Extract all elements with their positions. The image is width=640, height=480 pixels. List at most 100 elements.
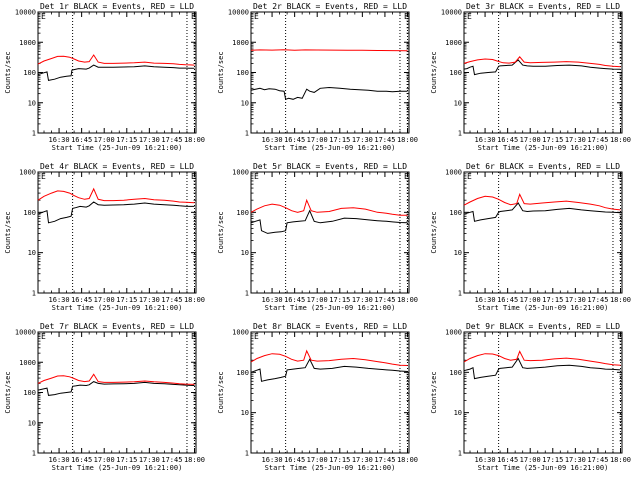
- x-tick-label: 16:45: [497, 296, 518, 304]
- x-tick-label: 16:45: [284, 136, 305, 144]
- x-tick-label: 18:00: [184, 456, 205, 464]
- x-tick-label: 17:45: [374, 136, 395, 144]
- x-tick-label: 17:30: [139, 136, 160, 144]
- x-axis-label: Start Time (25-Jun-09 16:21:00): [478, 464, 609, 472]
- panel-title: Det 2r BLACK = Events, RED = LLD: [253, 2, 407, 11]
- x-tick-label: 16:30: [475, 296, 496, 304]
- detector-panel-9: Det 9r BLACK = Events, RED = LLD 1 10 100 10…: [426, 320, 639, 480]
- panel-chart: Det 5r BLACK = Events, RED = LLD 1 10 100 10…: [217, 162, 418, 312]
- events-series-line: [463, 202, 621, 222]
- y-tick-label: 100: [236, 69, 249, 77]
- y-tick-label: 1: [32, 130, 36, 138]
- x-axis-label: Start Time (25-Jun-09 16:21:00): [52, 464, 183, 472]
- panel-title: Det 3r BLACK = Events, RED = LLD: [466, 2, 620, 11]
- x-axis-label: Start Time (25-Jun-09 16:21:00): [52, 304, 183, 312]
- events-series-line: [250, 358, 408, 382]
- y-tick-label: 1000: [445, 39, 462, 47]
- y-tick-label: 10: [241, 409, 249, 417]
- x-tick-label: 17:30: [565, 136, 586, 144]
- y-axis-label: Counts/sec: [217, 211, 225, 253]
- x-axis-label: Start Time (25-Jun-09 16:21:00): [52, 144, 183, 152]
- lld-series-line: [37, 373, 195, 385]
- y-tick-label: 100: [236, 209, 249, 217]
- x-axis-label: Start Time (25-Jun-09 16:21:00): [265, 304, 396, 312]
- y-tick-label: 100: [23, 209, 36, 217]
- y-tick-label: 10: [241, 249, 249, 257]
- panel-chart: Det 8r BLACK = Events, RED = LLD 1 10 100 10…: [217, 322, 418, 472]
- x-tick-label: 17:00: [520, 296, 541, 304]
- panel-title: Det 1r BLACK = Events, RED = LLD: [40, 2, 194, 11]
- x-tick-label: 17:45: [161, 456, 182, 464]
- y-tick-label: 100: [236, 369, 249, 377]
- x-tick-label: 16:30: [475, 136, 496, 144]
- panel-chart: Det 6r BLACK = Events, RED = LLD 1 10 100 10…: [430, 162, 631, 312]
- events-series-line: [463, 59, 621, 76]
- y-tick-label: 1000: [232, 39, 249, 47]
- x-tick-label: 17:30: [352, 136, 373, 144]
- x-tick-label: 17:00: [520, 136, 541, 144]
- y-tick-label: 10: [454, 409, 462, 417]
- x-tick-label: 17:15: [116, 136, 137, 144]
- x-tick-label: 16:45: [71, 456, 92, 464]
- y-axis-label: Counts/sec: [430, 211, 438, 253]
- x-tick-label: 17:45: [374, 456, 395, 464]
- plot-frame: [250, 331, 410, 454]
- y-tick-label: 10: [454, 99, 462, 107]
- panel-chart: Det 9r BLACK = Events, RED = LLD 1 10 100 10…: [430, 322, 631, 472]
- y-axis-label: Counts/sec: [430, 371, 438, 413]
- x-tick-label: 16:30: [49, 136, 70, 144]
- x-tick-label: 17:15: [542, 136, 563, 144]
- x-tick-label: 17:30: [352, 296, 373, 304]
- marker-e-label: E: [41, 172, 46, 181]
- events-series-line: [37, 201, 195, 224]
- detector-panel-6: Det 6r BLACK = Events, RED = LLD 1 10 100 10…: [426, 160, 639, 320]
- panel-title: Det 7r BLACK = Events, RED = LLD: [40, 322, 194, 331]
- y-axis-label: Counts/sec: [430, 51, 438, 93]
- x-tick-label: 17:30: [139, 296, 160, 304]
- panel-title: Det 5r BLACK = Events, RED = LLD: [253, 162, 407, 171]
- x-tick-label: 18:00: [610, 296, 631, 304]
- y-tick-label: 1: [245, 450, 249, 458]
- x-tick-label: 17:15: [329, 456, 350, 464]
- y-tick-label: 1: [458, 130, 462, 138]
- events-series-line: [37, 381, 195, 396]
- y-tick-label: 10000: [15, 329, 36, 337]
- x-tick-label: 17:00: [307, 136, 328, 144]
- x-tick-label: 16:45: [71, 136, 92, 144]
- detector-panel-5: Det 5r BLACK = Events, RED = LLD 1 10 100 10…: [213, 160, 426, 320]
- panel-title: Det 6r BLACK = Events, RED = LLD: [466, 162, 620, 171]
- y-tick-label: 100: [23, 389, 36, 397]
- y-tick-label: 10000: [15, 9, 36, 17]
- x-tick-label: 16:45: [497, 456, 518, 464]
- marker-e-label: E: [404, 172, 409, 181]
- detector-panel-7: Det 7r BLACK = Events, RED = LLD 1 10 100 10…: [0, 320, 213, 480]
- x-tick-label: 18:00: [610, 136, 631, 144]
- panel-chart: Det 4r BLACK = Events, RED = LLD 1 10 100 10…: [4, 162, 205, 312]
- marker-e-label: E: [467, 172, 472, 181]
- x-tick-label: 18:00: [184, 296, 205, 304]
- y-tick-label: 1000: [19, 359, 36, 367]
- marker-e-label: E: [191, 12, 196, 21]
- x-tick-label: 17:00: [307, 456, 328, 464]
- marker-e-label: E: [617, 332, 622, 341]
- marker-e-label: E: [191, 172, 196, 181]
- x-tick-label: 17:45: [374, 296, 395, 304]
- x-tick-label: 17:15: [329, 136, 350, 144]
- x-tick-label: 17:00: [307, 296, 328, 304]
- x-tick-label: 17:15: [542, 296, 563, 304]
- y-axis-label: Counts/sec: [217, 371, 225, 413]
- y-tick-label: 10: [28, 99, 36, 107]
- panel-chart: Det 7r BLACK = Events, RED = LLD 1 10 100 10…: [4, 322, 205, 472]
- lld-series-line: [250, 198, 408, 216]
- detector-panel-1: Det 1r BLACK = Events, RED = LLD 1 10 100 10…: [0, 0, 213, 160]
- y-tick-label: 10000: [228, 9, 249, 17]
- x-tick-label: 18:00: [397, 136, 418, 144]
- y-tick-label: 10: [454, 249, 462, 257]
- y-tick-label: 1000: [232, 329, 249, 337]
- x-tick-label: 16:30: [262, 456, 283, 464]
- y-tick-label: 1000: [445, 169, 462, 177]
- x-tick-label: 17:00: [520, 456, 541, 464]
- marker-e-label: E: [254, 332, 259, 341]
- marker-e-label: E: [467, 12, 472, 21]
- x-axis-label: Start Time (25-Jun-09 16:21:00): [265, 464, 396, 472]
